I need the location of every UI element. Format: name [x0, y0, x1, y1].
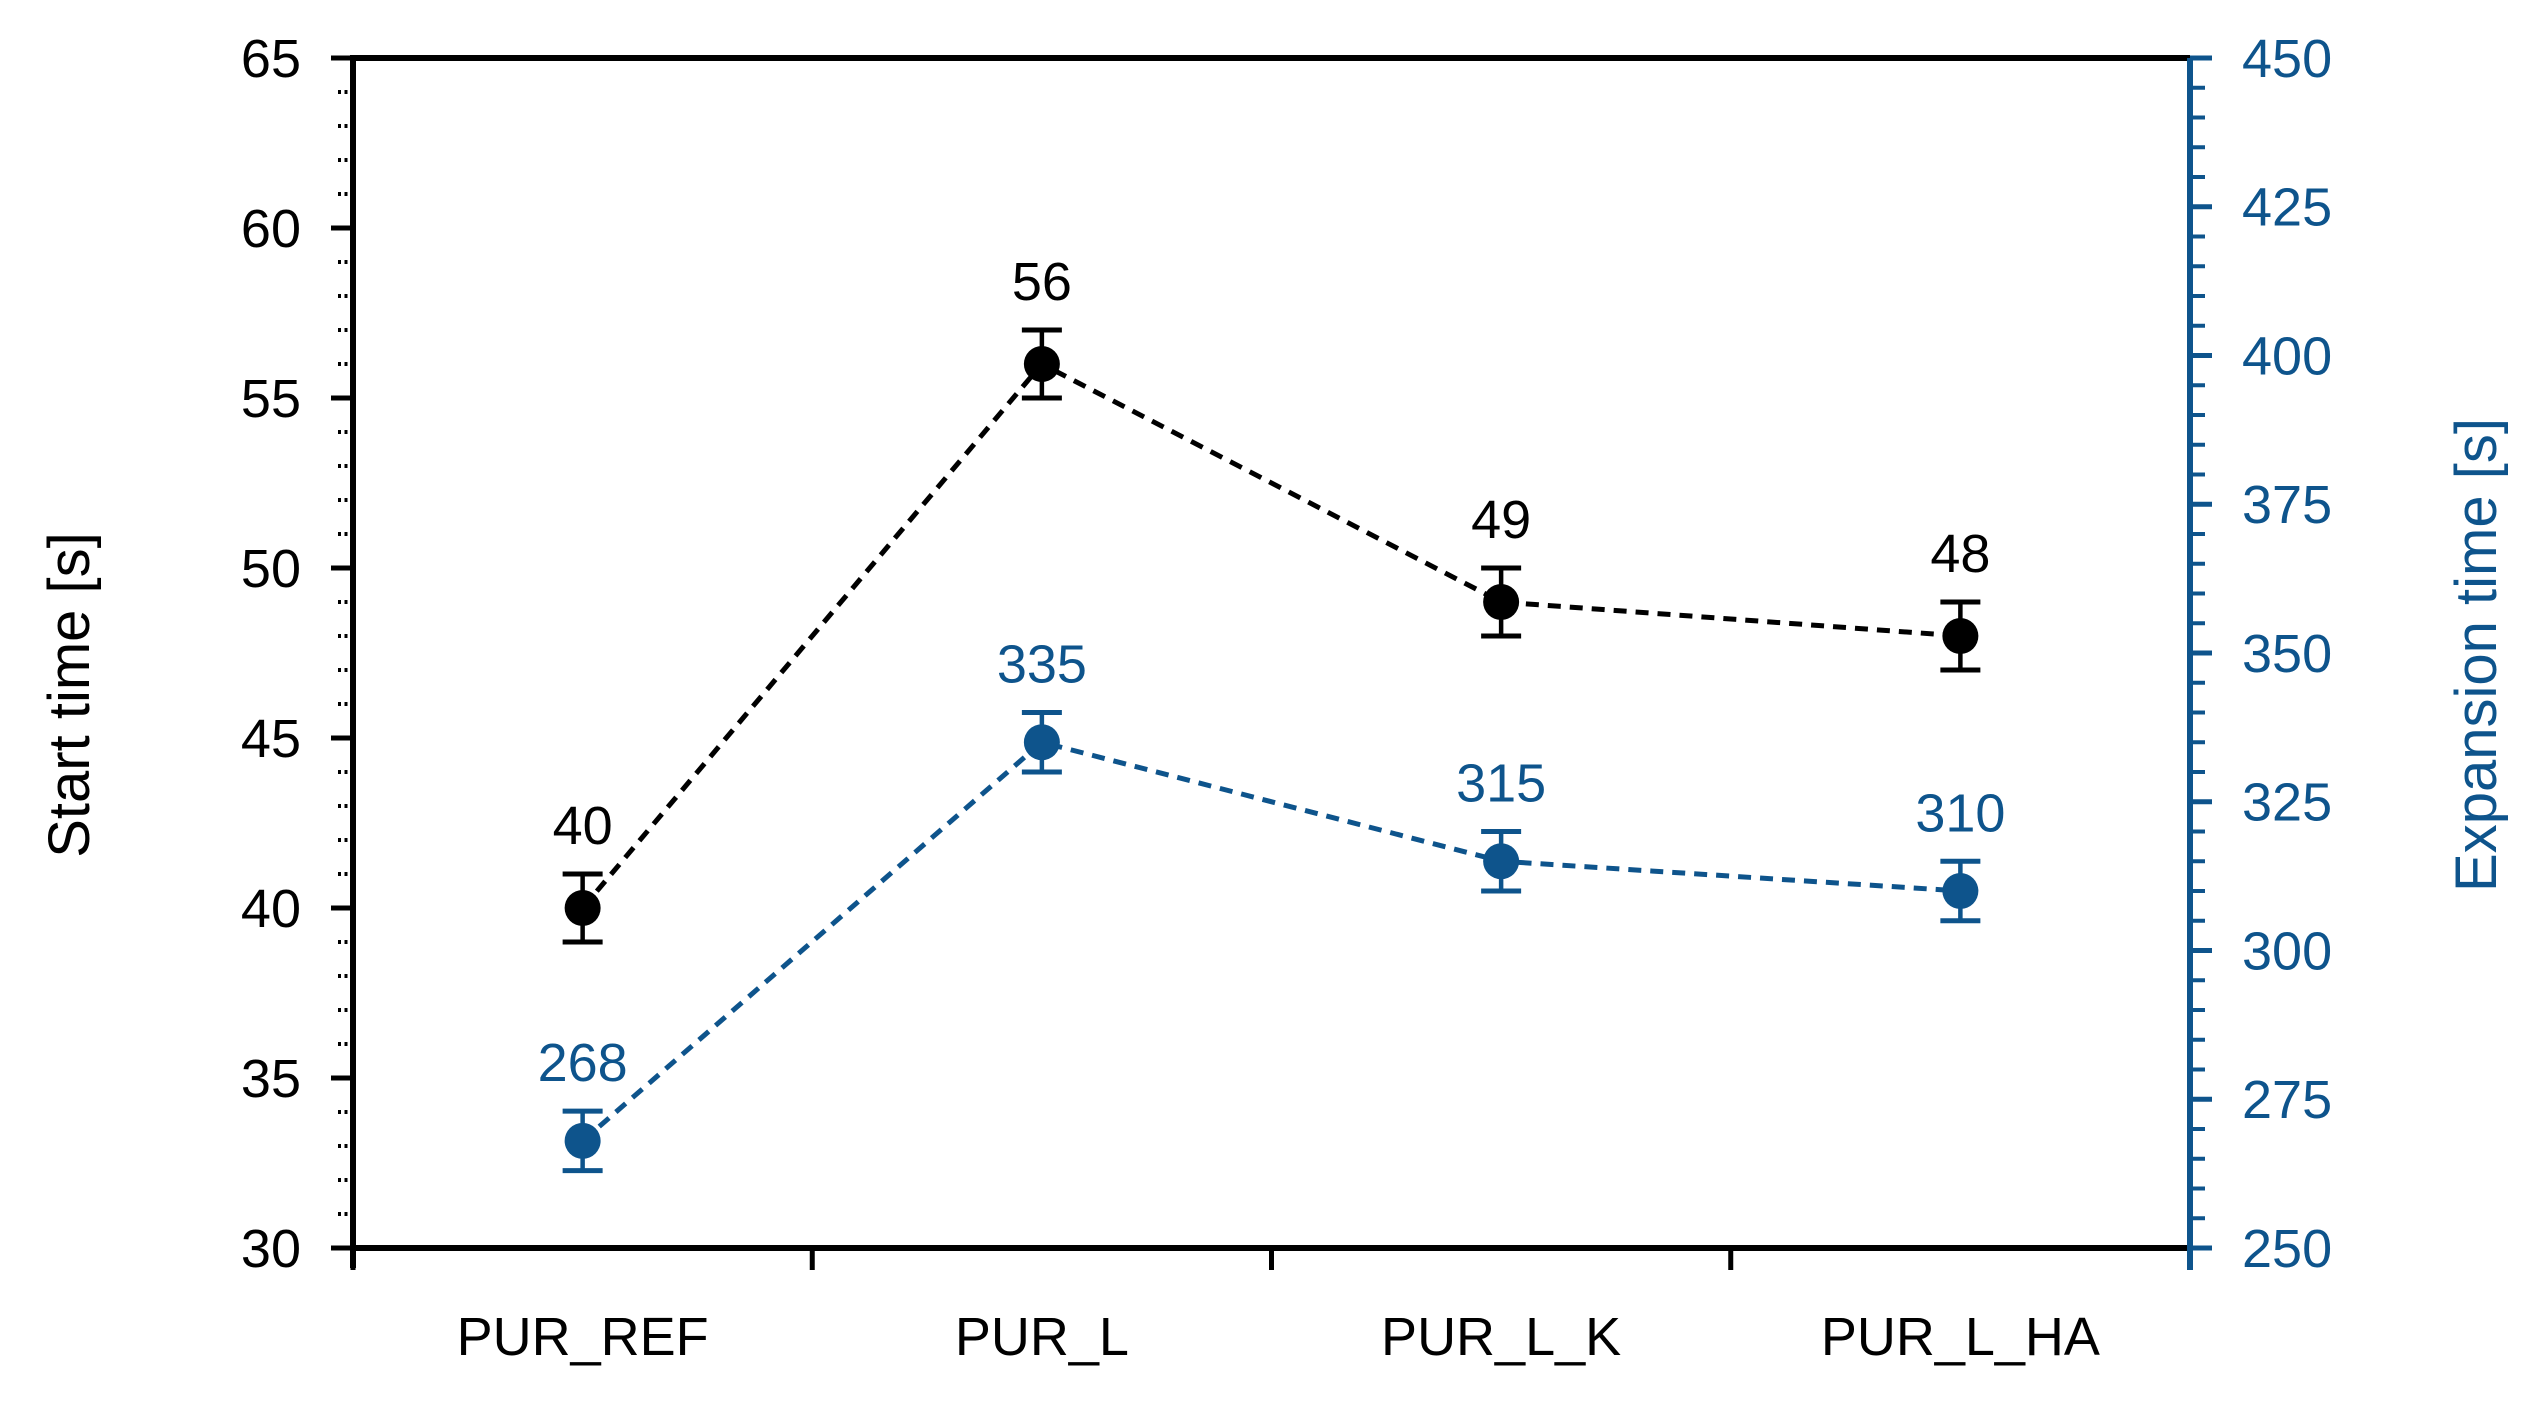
- data-point-label: 40: [553, 796, 613, 856]
- series-line-expansion-time: [580, 739, 1961, 1143]
- right-axis-tick-label: 350: [2242, 624, 2332, 684]
- right-axis-tick-label: 325: [2242, 773, 2332, 833]
- left-axis-tick-label: 30: [241, 1219, 301, 1279]
- data-point-marker: [564, 1122, 601, 1159]
- data-point-marker: [1023, 724, 1060, 761]
- data-point-label: 310: [1915, 783, 2005, 843]
- data-point-marker: [564, 890, 601, 926]
- left-axis-tick-label: 35: [241, 1049, 301, 1109]
- left-axis-tick-label: 40: [241, 879, 301, 939]
- category-label: PUR_L_K: [1381, 1307, 1621, 1367]
- left-axis-tick-label: 45: [241, 709, 301, 769]
- right-axis-tick-label: 275: [2242, 1070, 2332, 1130]
- data-point-label: 268: [538, 1033, 628, 1093]
- category-label: PUR_L_HA: [1821, 1307, 2100, 1367]
- data-point-label: 49: [1471, 490, 1531, 550]
- left-axis-tick-label: 50: [241, 539, 301, 599]
- data-point-marker: [1483, 843, 1520, 880]
- left-axis-title: Start time [s]: [37, 532, 102, 858]
- category-label: PUR_REF: [457, 1307, 709, 1367]
- left-axis-tick-label: 55: [241, 369, 301, 429]
- data-point-label: 335: [997, 635, 1087, 695]
- data-point-marker: [1942, 618, 1979, 654]
- category-label: PUR_L: [955, 1307, 1129, 1367]
- left-axis-tick-label: 60: [241, 199, 301, 259]
- data-point-label: 56: [1012, 252, 1072, 312]
- data-point-label: 48: [1930, 524, 1990, 584]
- data-point-label: 315: [1456, 754, 1546, 814]
- right-axis-tick-label: 425: [2242, 178, 2332, 238]
- left-axis-tick-label: 65: [241, 29, 301, 89]
- right-axis-title: Expansion time [s]: [2444, 418, 2509, 892]
- right-axis-tick-label: 400: [2242, 326, 2332, 386]
- right-axis-tick-label: 375: [2242, 475, 2332, 535]
- data-point-marker: [1942, 873, 1979, 909]
- right-axis-tick-label: 450: [2242, 29, 2332, 89]
- data-point-marker: [1483, 584, 1520, 620]
- right-axis-tick-label: 250: [2242, 1219, 2332, 1279]
- series-line-start-time: [580, 360, 1961, 910]
- right-axis-tick-label: 300: [2242, 921, 2332, 981]
- data-point-marker: [1023, 346, 1060, 382]
